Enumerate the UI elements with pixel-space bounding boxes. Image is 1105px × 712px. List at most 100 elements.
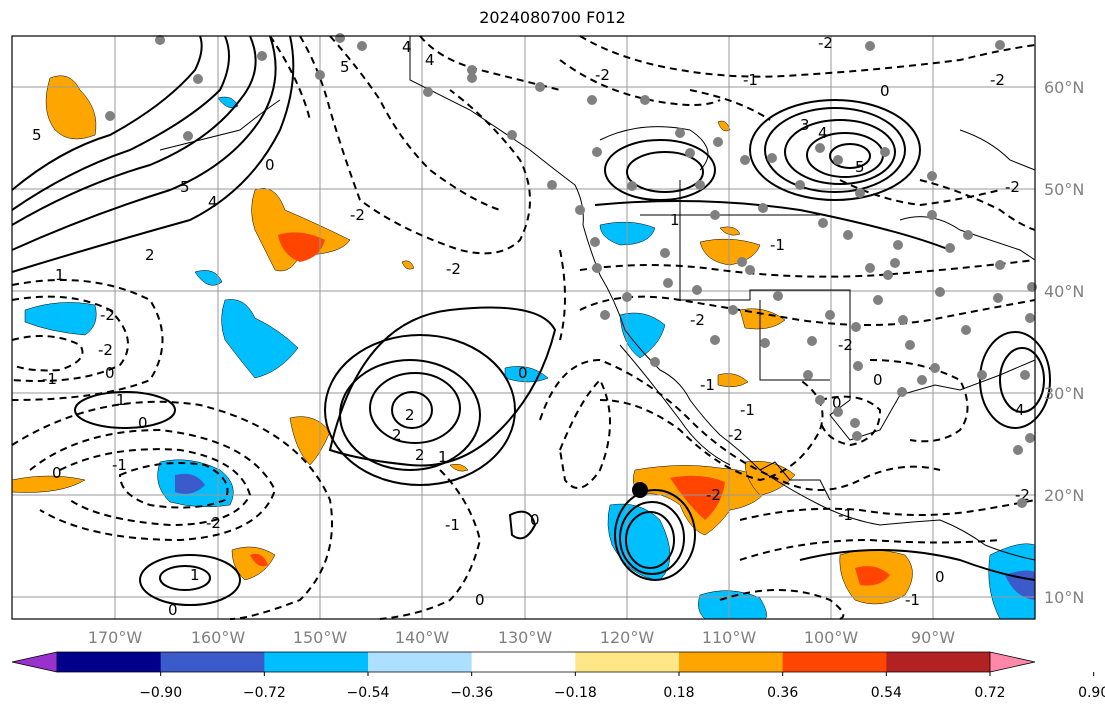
contour-label: 0	[52, 464, 62, 482]
contour-label: -2	[206, 514, 221, 532]
contour-label: 4	[425, 51, 435, 69]
lat-label: 50°N	[1044, 180, 1084, 199]
lat-label: 40°N	[1044, 282, 1084, 301]
lat-label: 10°N	[1044, 588, 1084, 607]
contour-label: -1	[743, 71, 758, 89]
colorbar-outline	[57, 651, 990, 673]
contour-label: -2	[728, 426, 743, 444]
contour-label: 1	[55, 266, 65, 284]
contour-label: 0	[168, 601, 178, 619]
contour-label: 4	[818, 124, 828, 142]
contour-label: 1	[438, 448, 448, 466]
lat-label: 60°N	[1044, 78, 1084, 97]
contour-label: 3	[800, 116, 810, 134]
contour-label: -1	[838, 506, 853, 524]
colorbar-tick-label: 0.90	[1078, 685, 1105, 701]
colorbar-swatch	[575, 652, 680, 672]
station-dots	[105, 33, 1037, 508]
contour-label: -2	[595, 66, 610, 84]
contour-label: -2	[350, 206, 365, 224]
contour-label: 0	[265, 156, 275, 174]
colorbar-swatch	[471, 652, 576, 672]
contour-label: -2	[446, 260, 461, 278]
contour-label: 0	[475, 591, 485, 609]
contour-label: 5	[180, 178, 190, 196]
colorbar-tick-label: −0.90	[139, 685, 182, 701]
contour-label: -2	[100, 306, 115, 324]
coastlines	[159, 36, 1036, 561]
contour-label: 0	[105, 364, 115, 382]
colorbar-swatch	[886, 652, 991, 672]
lat-label: 30°N	[1044, 384, 1084, 403]
colorbar-swatch	[368, 652, 473, 672]
contour-label: -1	[740, 401, 755, 419]
contour-label: -1	[700, 376, 715, 394]
colorbar-swatch	[264, 652, 369, 672]
contour-label: -1	[445, 516, 460, 534]
colorbar: −0.90 −0.72 −0.54 −0.36 −0.18 0.18 0.36 0.54 0.7…	[11, 651, 1105, 701]
lon-label: 100°W	[804, 628, 859, 647]
contour-label: 2	[415, 446, 425, 464]
lon-label: 170°W	[88, 628, 143, 647]
colorbar-tick-label: 0.18	[663, 685, 694, 701]
longitude-labels: 170°W 160°W 150°W 140°W 130°W 120°W 110°…	[88, 628, 955, 647]
contour-label: -1	[112, 456, 127, 474]
contour-label: -2	[1005, 178, 1020, 196]
contour-label: -1	[905, 591, 920, 609]
colorbar-tick-label: 0.72	[974, 685, 1005, 701]
contour-label: 4	[208, 193, 218, 211]
contour-label: 0	[832, 394, 842, 412]
lon-label: 140°W	[395, 628, 450, 647]
contour-lines	[11, 35, 1051, 606]
colorbar-swatch	[679, 652, 784, 672]
colorbar-swatch	[782, 652, 887, 672]
contour-label: 2	[145, 246, 155, 264]
contour-label: 0	[518, 364, 528, 382]
colorbar-tick-label: −0.54	[347, 685, 390, 701]
lon-label: 90°W	[911, 628, 955, 647]
contour-label: 0	[880, 82, 890, 100]
lon-label: 150°W	[293, 628, 348, 647]
contour-label: -2	[690, 311, 705, 329]
lat-label: 20°N	[1044, 486, 1084, 505]
latitude-labels: 10°N 20°N 30°N 40°N 50°N 60°N	[1044, 78, 1084, 607]
contour-label: 2	[405, 406, 415, 424]
colorbar-under-arrow	[11, 651, 58, 673]
contour-label: 4	[402, 38, 412, 56]
contour-label: -1	[770, 236, 785, 254]
contour-label: 0	[873, 371, 883, 389]
colorbar-swatch	[57, 652, 162, 672]
contour-label: 0	[935, 568, 945, 586]
contour-label: 1	[190, 566, 200, 584]
colorbar-over-arrow	[989, 651, 1036, 673]
contour-label: 5	[340, 58, 350, 76]
lon-label: 120°W	[600, 628, 655, 647]
contour-label-group: 5 1 5 4 2 0 -2 -2 -1 0 1 0 0 -1 -2 1 0 -…	[32, 34, 1030, 619]
contour-label: -2	[838, 336, 853, 354]
contour-label: 0	[530, 511, 540, 529]
map-frame	[11, 35, 1036, 620]
colorbar-tick-label: −0.72	[243, 685, 286, 701]
colorbar-tick-label: −0.18	[554, 685, 597, 701]
colorbar-tick-label: 0.54	[871, 685, 902, 701]
contour-label: -2	[818, 34, 833, 52]
lon-label: 110°W	[702, 628, 757, 647]
contour-label: -2	[990, 71, 1005, 89]
contour-label: 2	[392, 426, 402, 444]
colorbar-tick-label: 0.36	[767, 685, 798, 701]
contour-label: -2	[706, 486, 721, 504]
contour-label: 0	[138, 414, 148, 432]
contour-label: 5	[32, 126, 42, 144]
contour-label: -2	[98, 341, 113, 359]
colorbar-swatch	[160, 652, 265, 672]
contour-label: -1	[42, 370, 57, 388]
map-panel: 5 1 5 4 2 0 -2 -2 -1 0 1 0 0 -1 -2 1 0 -…	[11, 33, 1051, 620]
colorbar-tick-label: −0.36	[450, 685, 493, 701]
storm-center-marker	[632, 482, 648, 498]
contour-label: 1	[670, 211, 680, 229]
contour-label: 5	[855, 158, 865, 176]
contour-label: 1	[116, 391, 126, 409]
contour-lines-dashed	[11, 35, 1036, 620]
lon-label: 130°W	[498, 628, 553, 647]
